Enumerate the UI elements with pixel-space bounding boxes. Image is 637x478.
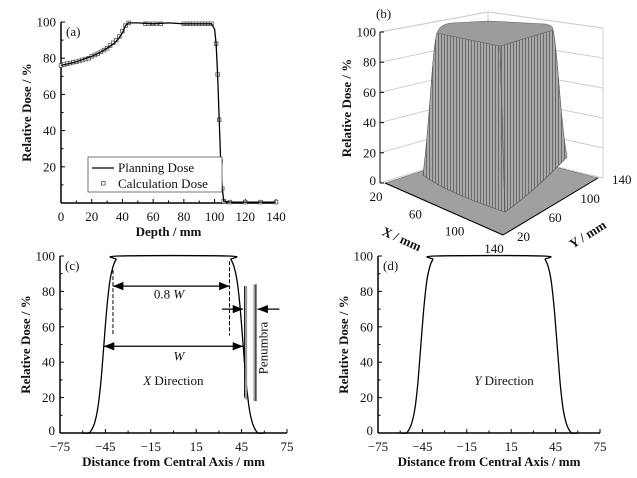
x-tick-label: 20 (85, 209, 98, 224)
y-tick-label: 60 (43, 87, 56, 102)
direction-label: Y Direction (474, 373, 534, 388)
x-tick-label: 80 (177, 209, 190, 224)
x-tick-label: −15 (141, 439, 161, 454)
y-tick-label: 80 (42, 284, 55, 299)
direction-text: Direction (151, 373, 204, 388)
panel-label: (d) (383, 258, 398, 273)
y-tick-label: 20 (360, 390, 373, 405)
x-tick-label: −15 (457, 439, 477, 454)
z-axis-label: Relative Dose / % (339, 59, 354, 158)
y-tick-label: 100 (36, 249, 56, 264)
y-tick-label: 20 (42, 390, 55, 405)
y-tick-label: 20 (43, 159, 56, 174)
grid-line (379, 11, 604, 33)
x-tick-label: 15 (505, 439, 518, 454)
x-tick-label: 40 (116, 209, 129, 224)
panel-d: −75 −45 −15 15 45 75 0 20 40 60 80 100 Distance from… (336, 249, 607, 470)
z-tick-label: 0 (370, 173, 377, 188)
x-tick-label: 140 (266, 209, 286, 224)
planning-dose-line (60, 22, 276, 203)
panel-label: (c) (65, 258, 79, 273)
legend-label: Calculation Dose (118, 176, 208, 191)
x-tick-label: 120 (236, 209, 256, 224)
x-tick-label: 20 (370, 189, 383, 204)
z-tick-label: 80 (363, 55, 376, 70)
y-tick-label: 20 (517, 229, 530, 244)
x-tick-label: 75 (594, 439, 607, 454)
z-tick-label: 40 (363, 115, 376, 130)
y-tick-label: 100 (354, 249, 374, 264)
z-tick-label: 60 (363, 85, 376, 100)
x-tick-label: 100 (445, 224, 465, 239)
dose-profile-line (82, 254, 265, 434)
y-axis-label: Y / mm (566, 217, 609, 251)
surface-top (436, 20, 554, 47)
direction-axis: Y (474, 373, 483, 388)
legend-label: Planning Dose (118, 160, 194, 175)
x-axis-label: Distance from Central Axis / mm (398, 454, 581, 469)
panel-c: −75 −45 −15 15 45 75 0 20 40 60 80 100 Distance from… (18, 249, 294, 470)
x-tick-label: −75 (50, 439, 70, 454)
y-tick-label: 40 (42, 355, 55, 370)
panel-label: (b) (376, 6, 391, 21)
y-tick-label: 140 (612, 172, 632, 187)
x-tick-label: 45 (549, 439, 562, 454)
x-tick-label: 140 (484, 241, 504, 256)
y-tick-label: 40 (43, 123, 56, 138)
label-penumbra: Penumbra (255, 321, 270, 374)
z-tick-label: 100 (357, 25, 377, 40)
y-tick-label: 60 (42, 319, 55, 334)
surface-front-right (499, 29, 568, 213)
y-axis-label: Relative Dose / % (336, 295, 351, 394)
z-tick-label: 20 (363, 145, 376, 160)
panel-label: (a) (66, 24, 80, 39)
x-axis-label: Distance from Central Axis / mm (82, 454, 265, 469)
y-tick-label: 60 (360, 319, 373, 334)
y-axis (502, 177, 599, 236)
y-axis-label: Relative Dose / % (19, 63, 34, 162)
dose-profile-line (400, 254, 578, 434)
y-tick-label: 80 (360, 284, 373, 299)
y-tick-label: 100 (580, 191, 600, 206)
x-axis (384, 182, 504, 236)
x-tick-label: −45 (95, 439, 115, 454)
y-tick-label: 80 (43, 51, 56, 66)
x-tick-label: −45 (412, 439, 432, 454)
x-tick-label: 15 (190, 439, 203, 454)
x-tick-label: 100 (205, 209, 225, 224)
y-tick-label: 0 (49, 423, 56, 438)
y-tick-label: 0 (367, 423, 374, 438)
x-tick-label: 75 (281, 439, 294, 454)
label-08w: 0.8 W (154, 286, 186, 301)
direction-axis: X (142, 373, 152, 388)
x-tick-label: 45 (235, 439, 248, 454)
y-tick-label: 60 (549, 210, 562, 225)
label-w: W (174, 348, 186, 363)
direction-text: Direction (481, 373, 534, 388)
y-tick-label: 40 (360, 355, 373, 370)
direction-label: X Direction (142, 373, 204, 388)
x-tick-label: −75 (368, 439, 388, 454)
y-axis-label: Relative Dose / % (18, 295, 33, 394)
x-axis-label: X / mm (380, 224, 424, 255)
x-tick-label: 0 (58, 209, 65, 224)
y-tick-label: 100 (37, 15, 57, 30)
x-axis-label: Depth / mm (136, 224, 202, 239)
x-tick-label: 60 (409, 206, 422, 221)
legend-square-icon (101, 181, 106, 186)
legend-box (87, 156, 223, 193)
x-tick-label: 60 (147, 209, 160, 224)
